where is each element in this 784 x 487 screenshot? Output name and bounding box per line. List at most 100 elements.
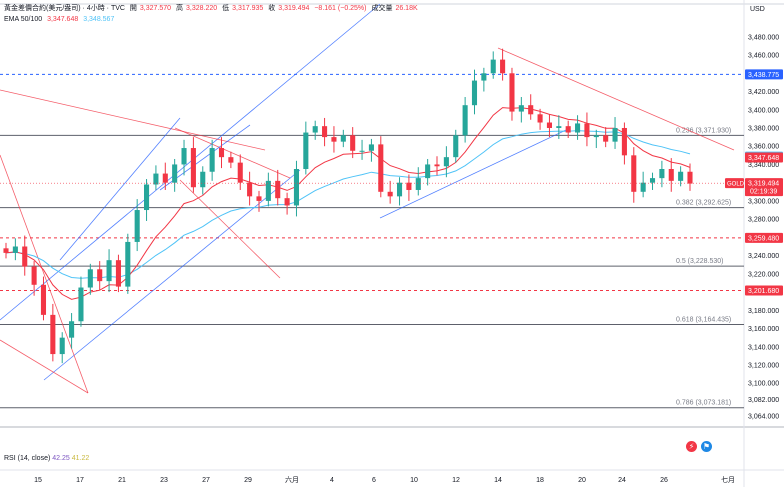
candle-body xyxy=(275,180,281,199)
candle xyxy=(584,112,590,147)
candle-body xyxy=(340,135,346,142)
candle-body xyxy=(256,196,262,201)
flag-icon[interactable]: ⚑ xyxy=(701,441,712,452)
price-label-text: 3,201.680 xyxy=(748,288,779,295)
candle xyxy=(659,160,665,188)
price-label-box xyxy=(745,285,783,296)
symbol-title[interactable]: 黃金差價合約(美元/盎司) · 4小時 · TVC xyxy=(4,5,125,12)
candle-body xyxy=(490,59,496,74)
candle-body xyxy=(415,178,421,190)
candle-body xyxy=(546,122,552,128)
fib-level-label: 0.5 (3,228.530) xyxy=(676,258,723,265)
candle-body xyxy=(31,266,37,285)
y-tick-label: 3,220.000 xyxy=(748,271,779,278)
candle xyxy=(340,129,346,148)
candle xyxy=(275,169,281,206)
y-tick-label: 3,180.000 xyxy=(748,308,779,315)
price-label-box xyxy=(745,152,783,163)
candle xyxy=(350,127,356,159)
candle xyxy=(312,120,318,140)
rsi-label: RSI (14, close) xyxy=(4,455,51,462)
candle-body xyxy=(284,198,290,206)
x-tick-label: 15 xyxy=(34,477,42,484)
candle-body xyxy=(350,135,356,151)
trend-line xyxy=(497,47,735,151)
candle xyxy=(256,190,262,212)
candle-body xyxy=(115,260,121,287)
candle-body xyxy=(640,182,646,192)
candle xyxy=(162,162,168,190)
y-tick-label: 3,064.000 xyxy=(748,414,779,421)
x-tick-label: 23 xyxy=(160,477,168,484)
candle-body xyxy=(181,148,187,165)
candle-body xyxy=(528,105,534,115)
y-tick-label: 3,480.000 xyxy=(748,34,779,41)
symbol-header: 黃金差價合約(美元/盎司) · 4小時 · TVC 開 3,327.570 高 3,… xyxy=(4,4,421,13)
candle-body xyxy=(378,144,384,192)
candle-body xyxy=(322,126,328,138)
price-label-text: 3,259.480 xyxy=(748,235,779,242)
candle-body xyxy=(471,80,478,106)
candle-body xyxy=(312,126,318,133)
candle-body xyxy=(228,157,234,163)
ema100-value: 3,348.567 xyxy=(83,16,115,23)
candle-body xyxy=(22,246,28,267)
price-label-text: 3,347.648 xyxy=(748,155,779,162)
x-tick-label: 14 xyxy=(494,477,502,484)
candle-body xyxy=(59,337,65,355)
open-value: 3,327.570 xyxy=(139,5,172,12)
candle-body xyxy=(237,162,243,183)
rsi-legend[interactable]: RSI (14, close) 42.25 41.22 xyxy=(4,455,89,462)
trend-line xyxy=(0,339,89,394)
candle-body xyxy=(125,241,131,287)
candle xyxy=(546,114,552,138)
rsi-value-1: 42.25 xyxy=(52,455,70,462)
candle-body xyxy=(462,105,468,136)
candle xyxy=(284,192,290,215)
symbol-tag-text: GOLD xyxy=(727,182,745,188)
x-tick-label: 18 xyxy=(536,477,544,484)
candle xyxy=(153,165,159,190)
candle xyxy=(22,235,28,276)
y-tick-label: 3,160.000 xyxy=(748,326,779,333)
candle xyxy=(443,146,449,178)
candle-body xyxy=(453,135,459,158)
candle xyxy=(490,51,496,79)
candle xyxy=(293,160,300,217)
candle xyxy=(640,171,646,198)
trend-line xyxy=(0,3,381,321)
candle xyxy=(181,139,187,176)
candle-body xyxy=(603,135,609,142)
candle-body xyxy=(172,164,178,183)
candle xyxy=(396,177,403,206)
candle xyxy=(200,166,206,195)
candle-body xyxy=(631,155,637,192)
candle-body xyxy=(481,73,487,81)
lightning-icon[interactable]: ⚡ xyxy=(686,441,697,452)
y-tick-label: 3,082.000 xyxy=(748,397,779,404)
candle-body xyxy=(190,148,196,188)
high-label: 高 xyxy=(176,5,184,12)
candle xyxy=(509,67,515,121)
change-value: −8.161 (−0.25%) xyxy=(314,5,367,12)
event-icons: ⚡ ⚑ xyxy=(686,436,716,454)
candle-body xyxy=(649,178,656,183)
candle-body xyxy=(565,126,571,133)
candle-body xyxy=(668,169,674,181)
currency-label: USD xyxy=(750,6,765,13)
trend-line xyxy=(43,169,301,381)
candle xyxy=(434,156,440,176)
close-label: 收 xyxy=(268,5,276,12)
ema-legend[interactable]: EMA 50/100 3,347.648 3,348.567 xyxy=(4,15,117,24)
x-tick-label: 10 xyxy=(410,477,418,484)
candle-body xyxy=(144,184,150,211)
candle-body xyxy=(153,173,159,185)
candle-body xyxy=(434,164,440,167)
candle xyxy=(687,163,693,191)
candle-body xyxy=(368,144,374,151)
candle-body xyxy=(612,127,618,142)
price-label-box xyxy=(745,232,783,243)
candle-body xyxy=(509,73,515,112)
x-tick-label: 26 xyxy=(660,477,668,484)
